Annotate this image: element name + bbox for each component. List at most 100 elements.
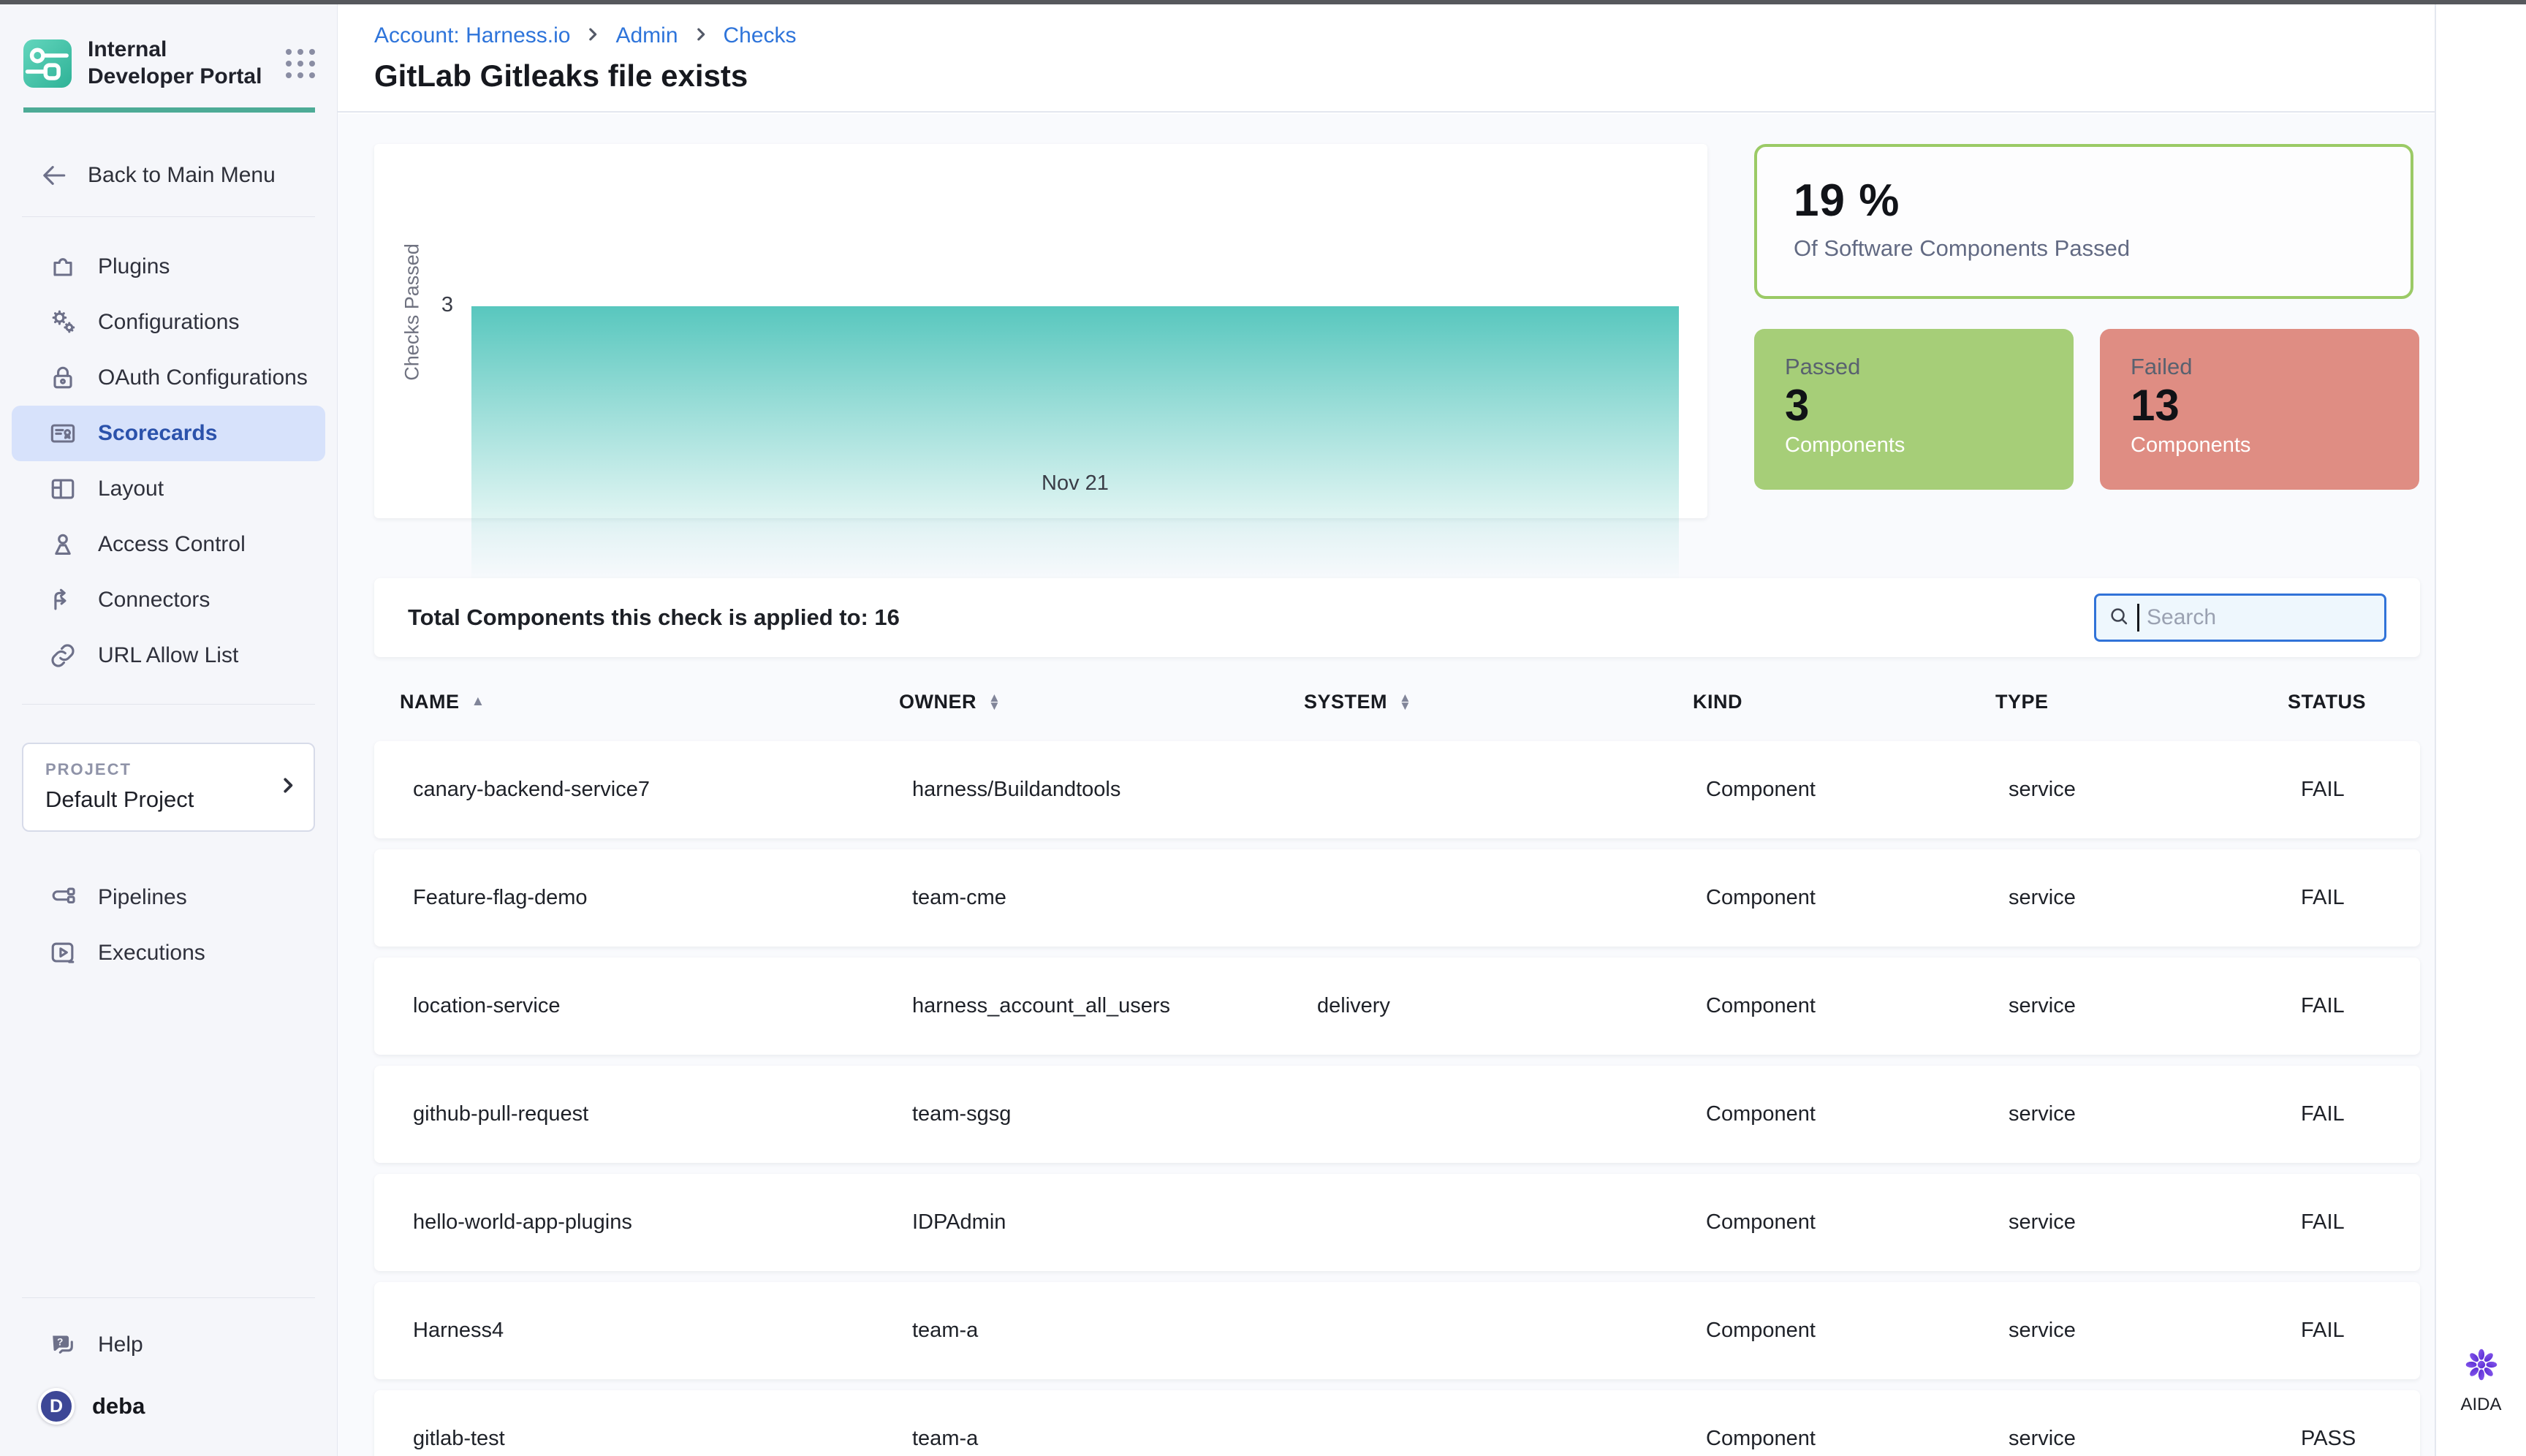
layout-icon <box>47 473 79 505</box>
failed-value: 13 <box>2131 381 2180 430</box>
user-menu[interactable]: D deba <box>0 1386 337 1456</box>
cell-name: Harness4 <box>413 1319 504 1342</box>
chevron-right-icon <box>277 775 299 800</box>
right-gutter: AIDA <box>2435 4 2526 1456</box>
search-input[interactable] <box>2145 604 2374 631</box>
chart-x-tick: Nov 21 <box>1042 471 1109 495</box>
column-header-type: TYPE <box>1995 690 2049 713</box>
cell-system: delivery <box>1317 994 1390 1017</box>
aida-flower-icon <box>2462 1346 2500 1387</box>
cell-status: FAIL <box>2301 1319 2345 1342</box>
cell-owner: harness/Buildandtools <box>912 778 1121 801</box>
sidebar-item-connectors[interactable]: Connectors <box>0 572 337 628</box>
sidebar-item-access-control[interactable]: Access Control <box>0 517 337 572</box>
cell-name: github-pull-request <box>413 1102 589 1126</box>
sidebar: Internal Developer Portal Back to Main M… <box>0 4 338 1456</box>
scorecard-icon <box>47 417 79 450</box>
failed-unit: Components <box>2131 433 2251 457</box>
project-selector[interactable]: PROJECT Default Project <box>22 743 315 833</box>
breadcrumb-admin[interactable]: Admin <box>615 23 678 48</box>
cell-status: PASS <box>2301 1427 2356 1450</box>
search-box[interactable] <box>2094 594 2386 642</box>
cell-name: Feature-flag-demo <box>413 886 588 909</box>
main-content: Checks Passed 3 Nov 21 19 % Of Software … <box>338 114 2435 1456</box>
breadcrumb-account[interactable]: Account: Harness.io <box>374 23 571 48</box>
percent-caption: Of Software Components Passed <box>1794 235 2131 261</box>
fork-arrows-icon <box>47 584 79 616</box>
project-name: Default Project <box>45 786 194 813</box>
table-row[interactable]: gitlab-test team-a Component service PAS… <box>374 1390 2420 1456</box>
table-column-headers: NAME ▲ OWNER ▲ ▼ SYSTEM ▲ ▼ KIND TYPE STAT… <box>374 678 2420 725</box>
sidebar-item-plugins[interactable]: Plugins <box>0 239 337 295</box>
divider <box>22 1297 315 1298</box>
cell-kind: Component <box>1706 1102 1816 1126</box>
table-summary-bar: Total Components this check is applied t… <box>374 578 2420 657</box>
divider <box>22 216 315 218</box>
sort-icon: ▲ ▼ <box>1399 690 1412 713</box>
column-header-system[interactable]: SYSTEM ▲ ▼ <box>1304 690 1412 713</box>
cell-name: gitlab-test <box>413 1427 505 1450</box>
sidebar-spacer <box>0 981 337 1277</box>
cell-type: service <box>2009 778 2076 801</box>
cell-kind: Component <box>1706 886 1816 909</box>
sidebar-item-scorecards[interactable]: Scorecards <box>12 406 325 462</box>
app-logo-icon <box>23 39 72 88</box>
breadcrumb-checks[interactable]: Checks <box>723 23 797 48</box>
passed-unit: Components <box>1785 433 1905 457</box>
back-to-main-menu[interactable]: Back to Main Menu <box>0 155 337 196</box>
cell-type: service <box>2009 886 2076 909</box>
percent-passed-card: 19 % Of Software Components Passed <box>1754 144 2413 299</box>
cell-kind: Component <box>1706 1319 1816 1342</box>
chart-y-tick: 3 <box>441 293 453 316</box>
sort-icon: ▲ ▼ <box>988 690 1001 713</box>
app-logo-row: Internal Developer Portal <box>0 4 337 90</box>
table-row[interactable]: Harness4 team-a Component service FAIL <box>374 1282 2420 1379</box>
cell-owner: team-sgsg <box>912 1102 1012 1126</box>
cell-kind: Component <box>1706 1210 1816 1234</box>
cell-owner: IDPAdmin <box>912 1210 1006 1234</box>
column-header-owner[interactable]: OWNER ▲ ▼ <box>899 690 1001 713</box>
sidebar-item-layout[interactable]: Layout <box>0 461 337 517</box>
chevron-right-icon <box>693 23 709 48</box>
sidebar-item-pipelines[interactable]: Pipelines <box>0 870 337 925</box>
column-header-name[interactable]: NAME ▲ <box>400 690 485 713</box>
cell-type: service <box>2009 1210 2076 1234</box>
sidebar-item-oauth-configurations[interactable]: OAuth Configurations <box>0 350 337 406</box>
text-cursor <box>2137 604 2139 632</box>
cell-owner: harness_account_all_users <box>912 994 1171 1017</box>
sidebar-item-url-allow-list[interactable]: URL Allow List <box>0 628 337 683</box>
cell-name: location-service <box>413 994 561 1017</box>
back-label: Back to Main Menu <box>88 163 276 188</box>
sidebar-accent-rule <box>23 107 315 113</box>
sidebar-item-executions[interactable]: Executions <box>0 925 337 981</box>
table-row[interactable]: Feature-flag-demo team-cme Component ser… <box>374 849 2420 947</box>
cell-type: service <box>2009 994 2076 1017</box>
column-header-kind: KIND <box>1693 690 1742 713</box>
sidebar-item-configurations[interactable]: Configurations <box>0 295 337 350</box>
failed-card: Failed 13 Components <box>2100 329 2419 490</box>
cell-type: service <box>2009 1427 2076 1450</box>
table-row[interactable]: location-service harness_account_all_use… <box>374 958 2420 1055</box>
table-row[interactable]: github-pull-request team-sgsg Component … <box>374 1066 2420 1163</box>
cell-type: service <box>2009 1319 2076 1342</box>
table-row[interactable]: hello-world-app-plugins IDPAdmin Compone… <box>374 1174 2420 1271</box>
cell-status: FAIL <box>2301 1210 2345 1234</box>
aida-assistant-button[interactable]: AIDA <box>2436 1346 2526 1415</box>
help-chat-icon: ? <box>47 1329 79 1361</box>
cell-status: FAIL <box>2301 886 2345 909</box>
cell-name: canary-backend-service7 <box>413 778 650 801</box>
table-summary-text: Total Components this check is applied t… <box>408 604 900 630</box>
sidebar-item-help[interactable]: ? Help <box>0 1317 337 1373</box>
sidebar-footer-nav: ? Help <box>0 1317 337 1373</box>
app-switcher-grid-icon[interactable] <box>283 46 318 81</box>
cell-kind: Component <box>1706 778 1816 801</box>
link-icon <box>47 640 79 672</box>
table-row[interactable]: canary-backend-service7 harness/Buildand… <box>374 741 2420 838</box>
page-title: GitLab Gitleaks file exists <box>374 58 748 93</box>
chart-area-series <box>471 306 1679 593</box>
cell-status: FAIL <box>2301 1102 2345 1126</box>
play-icon <box>47 937 79 969</box>
arrow-left-icon <box>38 159 70 192</box>
user-name: deba <box>92 1393 145 1419</box>
